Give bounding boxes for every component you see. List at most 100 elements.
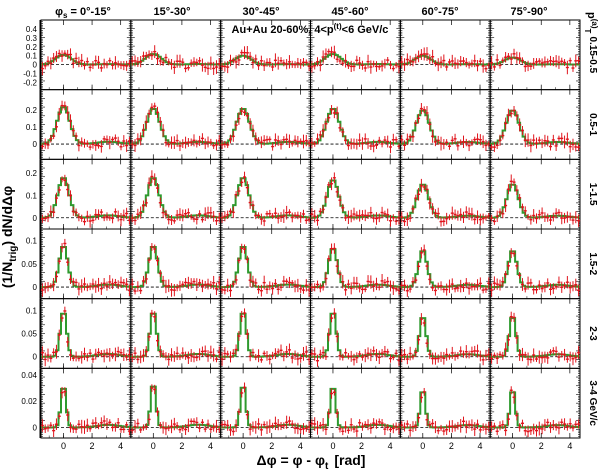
panel-frame [220, 228, 312, 300]
panel-r2-c4 [399, 158, 491, 230]
model-histogram [310, 53, 401, 66]
y-tick-label: 0.1 [26, 306, 38, 315]
y-tick-label: 0 [33, 61, 38, 70]
model-histogram [400, 183, 491, 219]
column-header-2: 30°-45° [243, 6, 280, 18]
panel-frame [399, 228, 491, 300]
row-label-0: 0.15-0.5 [587, 36, 598, 73]
y-tick-label: 0 [33, 214, 38, 223]
column-headers: φs = 0°-15° 15°-30° 30°-45° 45°-60° 60°-… [55, 6, 547, 20]
panel-frame [40, 228, 132, 300]
column-header-0: φs = 0°-15° [55, 6, 111, 20]
panel-frame [489, 89, 581, 160]
row-label-1: 0.5-1 [587, 113, 598, 136]
y-tick-label: 0.2 [26, 43, 38, 52]
column-header-5: 75°-90° [511, 6, 548, 18]
model-histogram [41, 312, 131, 358]
model-histogram [310, 312, 401, 358]
panel-r0-c1 [130, 19, 222, 91]
x-axis-label: Δφ = φ - φt [rad] [257, 452, 366, 471]
model-histogram [310, 179, 401, 219]
model-histogram [310, 108, 401, 145]
y-tick-label: 0.2 [26, 169, 38, 178]
panel-frame [40, 158, 132, 230]
model-histogram [220, 108, 311, 145]
panel-frame [310, 228, 401, 300]
panel-frame [130, 298, 222, 369]
panel-r0-c2 [220, 19, 312, 91]
panel-frame [489, 228, 581, 300]
y-tick-label: 0.2 [26, 106, 38, 115]
y-tick-label: 0 [33, 353, 38, 362]
panel-r2-c3 [310, 158, 401, 230]
panel-r0-c4 [399, 19, 491, 91]
panel-r1-c0 [40, 89, 132, 160]
y-tick-label: -0.2 [23, 79, 37, 88]
panel-r1-c2 [220, 89, 312, 160]
panel-grid: -0.2-0.100.10.20.30.40.15-0.500.10.20.5-… [21, 19, 598, 451]
y-tick-label: 0.1 [26, 191, 38, 200]
row-label-4: 2-3 [587, 326, 598, 341]
row-label-3: 1.5-2 [587, 252, 598, 275]
column-header-4: 60°-75° [422, 6, 459, 18]
panel-r0-c5 [489, 19, 581, 91]
panel-r4-c1 [130, 298, 222, 369]
model-histogram [220, 246, 311, 289]
model-histogram [490, 317, 580, 358]
panel-frame [399, 19, 491, 91]
panel-r3-c2 [220, 228, 312, 300]
y-tick-label: 0.4 [26, 25, 38, 34]
row-label-5: 3-4 GeV/c [587, 380, 598, 426]
panel-frame [220, 158, 312, 230]
panel-r1-c4 [399, 89, 491, 160]
panel-r1-c1 [130, 89, 222, 160]
model-histogram [220, 312, 311, 358]
y-tick-label: 0.1 [26, 52, 38, 61]
panel-r3-c4 [399, 228, 491, 300]
panel-r3-c3 [310, 228, 401, 300]
pt-axis-label: p(a)T [583, 12, 599, 34]
panel-frame [310, 89, 401, 160]
panel-r2-c5 [489, 158, 581, 230]
panel-frame [130, 158, 222, 230]
panel-r2-c1 [130, 158, 222, 230]
panel-frame [489, 19, 581, 91]
panel-r3-c0 [40, 228, 132, 300]
column-header-1: 15°-30° [154, 6, 191, 18]
y-tick-label: 0 [33, 140, 38, 149]
model-histogram [41, 246, 131, 289]
panel-r5-c0 [40, 367, 132, 439]
panel-r3-c5 [489, 228, 581, 300]
panel-frame [130, 19, 222, 91]
panel-r1-c3 [310, 89, 401, 160]
y-tick-label: 0.1 [26, 123, 38, 132]
y-tick-label: 0.02 [21, 397, 37, 406]
model-histogram [41, 106, 131, 145]
y-tick-label: 0.1 [26, 237, 38, 246]
column-header-3: 45°-60° [332, 6, 369, 18]
panel-r4-c4 [399, 298, 491, 369]
y-tick-label: 0 [33, 423, 38, 432]
panel-frame [130, 89, 222, 160]
panel-frame [489, 298, 581, 369]
panel-frame [399, 89, 491, 160]
panel-r4-c3 [310, 298, 401, 369]
model-histogram [400, 317, 491, 358]
y-tick-label: 0.05 [21, 330, 37, 339]
panel-r2-c2 [220, 158, 312, 230]
model-histogram [130, 177, 221, 219]
panel-r4-c5 [489, 298, 581, 369]
panel-r0-c0 [40, 19, 132, 91]
panel-r3-c1 [130, 228, 222, 300]
panel-r4-c2 [220, 298, 312, 369]
model-histogram [130, 312, 221, 358]
panel-frame [220, 298, 312, 369]
y-tick-label: 0.04 [21, 371, 37, 380]
y-axis-label: (1/Ntrig) dN/dΔφ [0, 186, 19, 288]
model-histogram [490, 183, 580, 219]
panel-frame [310, 158, 401, 230]
panel-r4-c0 [40, 298, 132, 369]
y-tick-label: 0 [33, 283, 38, 292]
y-tick-label: -0.1 [23, 70, 37, 79]
